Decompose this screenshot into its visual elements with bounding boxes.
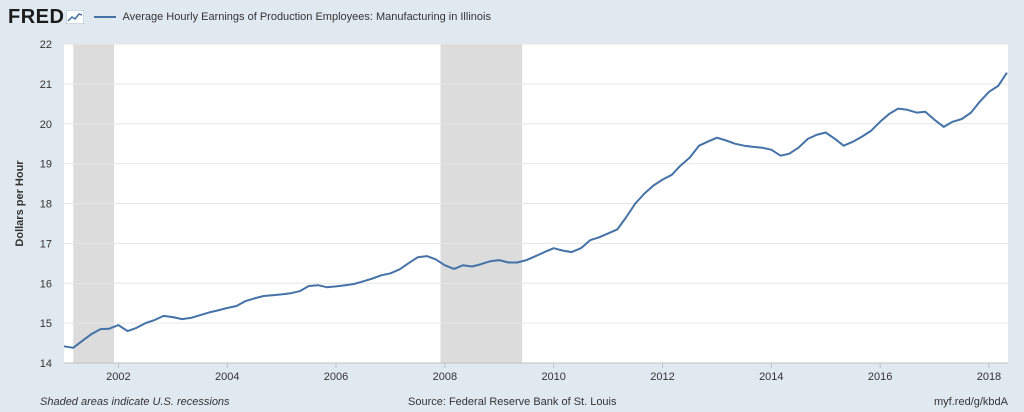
x-tick-label: 2012 [650,371,674,383]
chart-legend: Average Hourly Earnings of Production Em… [94,11,491,23]
series-line [63,72,1008,349]
y-tick-label: 14 [40,358,52,370]
x-tick-label: 2002 [106,371,130,383]
y-tick-label: 19 [40,159,52,171]
fred-chart-icon [66,10,85,24]
x-tick-label: 2018 [977,371,1001,383]
y-tick-label: 17 [40,238,52,250]
chart-header: FRED Average Hourly Earnings of Producti… [8,6,491,28]
short-url-link[interactable]: myf.red/g/kbdA [934,396,1008,408]
y-tick-label: 18 [40,199,52,211]
fred-logo-text: FRED [8,5,65,28]
legend-line-swatch [94,16,117,18]
recession-note: Shaded areas indicate U.S. recessions [40,396,230,408]
y-tick-label: 21 [40,79,52,91]
x-tick-label: 2014 [759,371,783,383]
source-credit: Source: Federal Reserve Bank of St. Loui… [408,396,617,408]
y-tick-label: 16 [40,278,52,290]
x-tick-label: 2006 [324,371,348,383]
y-tick-label: 20 [40,119,52,131]
fred-logo[interactable]: FRED [8,5,85,29]
x-tick-label: 2008 [433,371,457,383]
y-axis-label: Dollars per Hour [14,160,26,247]
x-tick-label: 2010 [541,371,565,383]
x-tick-label: 2016 [868,371,892,383]
legend-series-label: Average Hourly Earnings of Production Em… [122,11,491,23]
y-tick-label: 15 [40,318,52,330]
x-tick-label: 2004 [215,371,239,383]
y-tick-label: 22 [40,39,52,51]
